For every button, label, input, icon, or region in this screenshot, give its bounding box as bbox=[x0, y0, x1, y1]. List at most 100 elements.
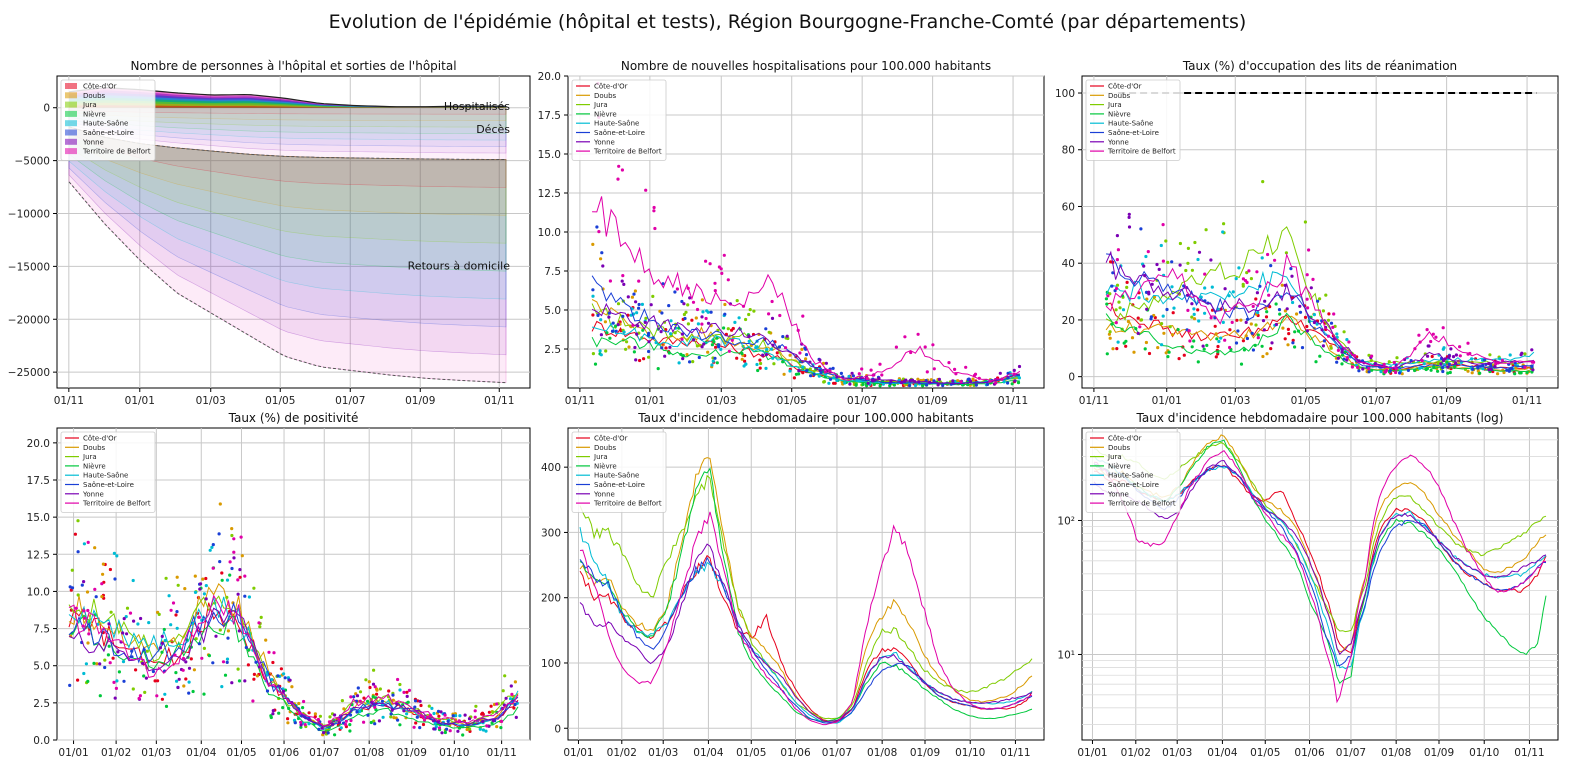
series-point-5 bbox=[481, 728, 485, 732]
series-point-8 bbox=[1345, 355, 1349, 360]
series-point-8 bbox=[708, 262, 712, 266]
series-point-4 bbox=[1432, 365, 1436, 369]
series-point-6 bbox=[130, 649, 134, 653]
series-point-6 bbox=[600, 251, 604, 255]
y-tick-label: −20000 bbox=[8, 314, 50, 326]
legend-label-4: Nièvre bbox=[594, 110, 617, 118]
series-point-8 bbox=[1392, 360, 1396, 365]
series-point-3 bbox=[1166, 260, 1170, 264]
series-point-3 bbox=[230, 533, 234, 538]
series-point-8 bbox=[1000, 377, 1004, 381]
series-point-5 bbox=[788, 369, 792, 373]
series-point-2 bbox=[1126, 319, 1130, 324]
legend-swatch bbox=[65, 129, 77, 136]
returns-band-7 bbox=[68, 126, 507, 356]
series-point-3 bbox=[1178, 241, 1182, 246]
x-tick-label: 01/09 bbox=[1424, 747, 1454, 759]
y-tick-label: 7.5 bbox=[544, 266, 561, 278]
series-point-6 bbox=[1170, 260, 1174, 264]
series-point-7 bbox=[139, 616, 143, 621]
series-point-3 bbox=[503, 674, 507, 678]
series-point-4 bbox=[1274, 302, 1278, 306]
series-point-5 bbox=[742, 364, 746, 368]
series-point-4 bbox=[191, 689, 195, 694]
series-point-5 bbox=[175, 626, 179, 630]
series-point-4 bbox=[1429, 368, 1433, 372]
series-point-4 bbox=[1196, 360, 1200, 364]
y-tick-label: −10000 bbox=[8, 208, 50, 220]
series-point-8 bbox=[1115, 258, 1119, 262]
series-point-8 bbox=[1305, 297, 1309, 301]
series-point-8 bbox=[1251, 304, 1255, 308]
series-point-3 bbox=[358, 690, 363, 694]
series-point-6 bbox=[1236, 329, 1240, 333]
series-point-7 bbox=[481, 719, 485, 724]
series-point-7 bbox=[797, 369, 801, 373]
series-point-5 bbox=[710, 363, 714, 367]
series-point-2 bbox=[93, 546, 97, 550]
y-tick-label: 17.5 bbox=[27, 475, 50, 487]
series-point-4 bbox=[369, 720, 373, 725]
series-point-3 bbox=[1193, 240, 1197, 245]
series-point-8 bbox=[128, 611, 133, 615]
series-point-4 bbox=[499, 726, 503, 730]
series-point-4 bbox=[614, 324, 618, 328]
series-point-7 bbox=[1336, 356, 1340, 360]
series-point-5 bbox=[1159, 243, 1163, 248]
series-point-5 bbox=[1291, 300, 1295, 305]
series-point-7 bbox=[1357, 359, 1361, 363]
series-point-5 bbox=[381, 715, 385, 719]
series-point-2 bbox=[1144, 340, 1148, 345]
series-point-6 bbox=[647, 331, 651, 335]
series-point-5 bbox=[357, 710, 362, 714]
x-tick-label: 01/02 bbox=[607, 747, 637, 759]
chart-title: Nombre de personnes à l'hôpital et sorti… bbox=[130, 59, 456, 73]
series-point-5 bbox=[1217, 339, 1221, 344]
series-point-5 bbox=[307, 722, 311, 726]
series-point-3 bbox=[1324, 293, 1328, 297]
series-point-3 bbox=[647, 355, 651, 359]
series-point-4 bbox=[160, 650, 164, 654]
series-point-6 bbox=[211, 661, 215, 665]
series-point-5 bbox=[1221, 320, 1225, 324]
series-point-3 bbox=[1118, 306, 1122, 310]
series-point-3 bbox=[1117, 300, 1121, 304]
series-point-3 bbox=[1186, 261, 1190, 265]
series-point-8 bbox=[1114, 286, 1119, 291]
series-point-6 bbox=[621, 314, 625, 318]
legend-label-7: Yonne bbox=[1107, 490, 1129, 498]
series-point-2 bbox=[218, 502, 222, 506]
deaths-band-8 bbox=[68, 107, 507, 160]
series-point-5 bbox=[265, 673, 269, 677]
series-point-8 bbox=[373, 705, 377, 710]
series-point-5 bbox=[405, 712, 409, 716]
x-tick-label: 01/09 bbox=[405, 395, 435, 407]
series-point-5 bbox=[1231, 290, 1235, 294]
series-point-2 bbox=[1244, 334, 1248, 338]
x-tick-label: 01/05 bbox=[1250, 747, 1280, 759]
series-point-4 bbox=[593, 362, 598, 366]
series-point-4 bbox=[220, 578, 224, 582]
series-point-7 bbox=[1449, 347, 1453, 351]
series-point-6 bbox=[391, 693, 395, 697]
series-point-1 bbox=[252, 672, 256, 677]
series-point-8 bbox=[1413, 347, 1417, 351]
series-point-7 bbox=[936, 383, 940, 387]
series-point-4 bbox=[457, 726, 461, 730]
series-point-8 bbox=[631, 323, 635, 327]
series-point-6 bbox=[187, 691, 191, 695]
series-point-7 bbox=[616, 323, 620, 327]
legend-label-2: Doubs bbox=[83, 92, 106, 100]
series-point-7 bbox=[113, 696, 117, 700]
series-point-7 bbox=[1285, 307, 1289, 311]
series-point-3 bbox=[691, 360, 695, 364]
series-point-7 bbox=[125, 632, 129, 636]
series-point-5 bbox=[755, 362, 759, 367]
x-tick-label: 01/07 bbox=[1361, 395, 1391, 407]
series-point-6 bbox=[1139, 227, 1143, 231]
series-point-7 bbox=[320, 726, 324, 730]
series-point-4 bbox=[1256, 333, 1260, 337]
legend-label-6: Saône-et-Loire bbox=[594, 481, 645, 489]
series-point-4 bbox=[86, 679, 90, 684]
series-point-7 bbox=[1270, 341, 1274, 345]
